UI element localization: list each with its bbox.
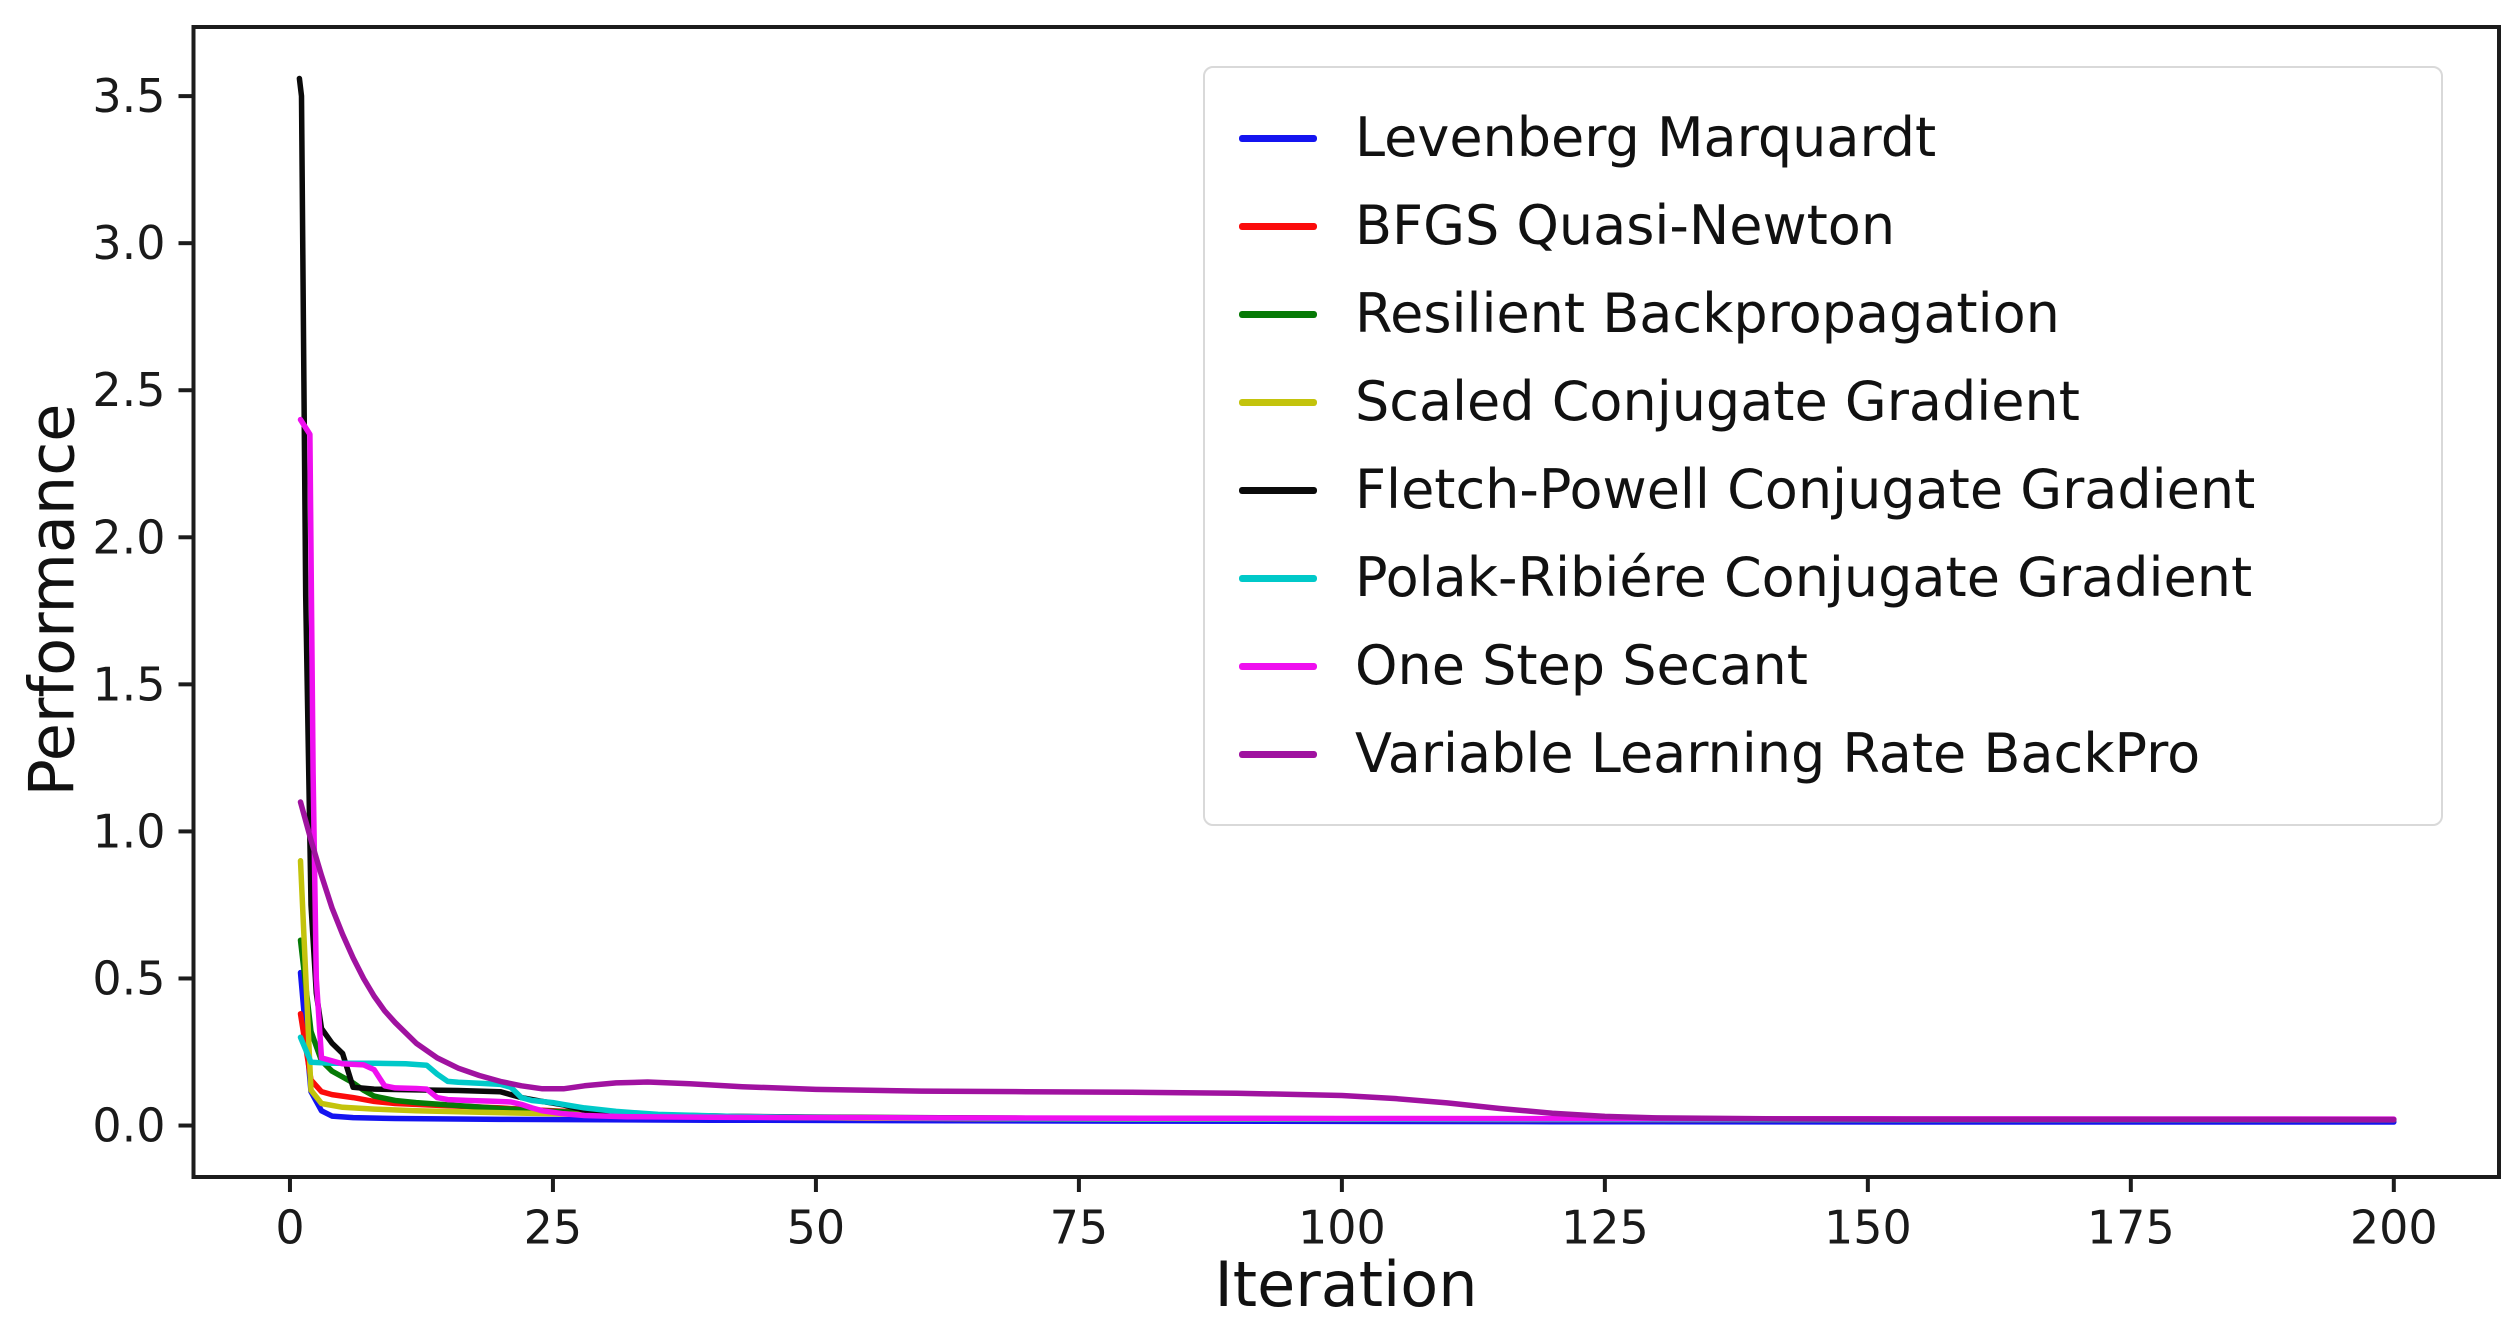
x-tick-label: 25 <box>524 1200 583 1254</box>
legend-item-fletch-powell-conjugate-gradient: Fletch-Powell Conjugate Gradient <box>1239 446 2429 534</box>
legend-label: One Step Secant <box>1355 634 1808 697</box>
axes: 0 25 50 75 100 125 150 175 200 0.0 0.5 1.0 1.5 2.0 2.5… <box>92 25 2501 1254</box>
x-tick-label: 50 <box>787 1200 846 1254</box>
x-tick-label: 100 <box>1298 1200 1386 1254</box>
y-tick-label: 2.5 <box>92 363 165 417</box>
legend-label: Levenberg Marquardt <box>1355 106 1937 169</box>
series-line-polak-ribi-re-conjugate-gradient <box>297 1034 2397 1123</box>
legend-item-bfgs-quasi-newton: BFGS Quasi-Newton <box>1239 182 2429 270</box>
y-tick-label: 3.5 <box>92 69 165 123</box>
y-tick-label: 1.5 <box>92 657 165 711</box>
plot-border <box>191 25 2501 1179</box>
series-line-bfgs-quasi-newton <box>297 1011 2397 1123</box>
legend-item-variable-learning-rate-backpro: Variable Learning Rate BackPro <box>1239 710 2429 798</box>
legend-label: Resilient Backpropagation <box>1355 282 2060 345</box>
legend-swatch-levenberg-marquardt <box>1239 134 1317 142</box>
legend-item-scaled-conjugate-gradient: Scaled Conjugate Gradient <box>1239 358 2429 446</box>
series-line-one-step-secant <box>297 416 2397 1122</box>
legend-label: BFGS Quasi-Newton <box>1355 194 1896 257</box>
legend-label: Fletch-Powell Conjugate Gradient <box>1355 458 2256 521</box>
legend-swatch-polak-ribi-re-conjugate-gradient <box>1239 574 1317 582</box>
series-line-levenberg-marquardt <box>297 969 2397 1125</box>
legend-swatch-resilient-backpropagation <box>1239 310 1317 318</box>
x-tick-label: 200 <box>2350 1200 2438 1254</box>
y-tick-label: 2.0 <box>92 510 165 564</box>
y-axis-label: Performance <box>15 403 89 797</box>
legend-swatch-one-step-secant <box>1239 662 1317 670</box>
legend-item-levenberg-marquardt: Levenberg Marquardt <box>1239 94 2429 182</box>
x-tick-label: 125 <box>1561 1200 1649 1254</box>
legend: Levenberg Marquardt BFGS Quasi-Newton Resi… <box>1203 66 2443 826</box>
y-tick-label: 3.0 <box>92 216 165 270</box>
series-lines <box>296 75 2397 1125</box>
x-tick-label: 0 <box>275 1200 304 1254</box>
series-line-variable-learning-rate-backpro <box>297 799 2397 1123</box>
x-tick-label: 75 <box>1050 1200 1109 1254</box>
series-line-resilient-backpropagation <box>297 937 2397 1123</box>
legend-label: Scaled Conjugate Gradient <box>1355 370 2080 433</box>
x-tick-label: 150 <box>1824 1200 1912 1254</box>
x-tick-label: 175 <box>2087 1200 2175 1254</box>
legend-label: Polak-Ribiére Conjugate Gradient <box>1355 546 2253 609</box>
legend-swatch-bfgs-quasi-newton <box>1239 222 1317 230</box>
legend-swatch-scaled-conjugate-gradient <box>1239 398 1317 406</box>
legend-item-resilient-backpropagation: Resilient Backpropagation <box>1239 270 2429 358</box>
legend-swatch-variable-learning-rate-backpro <box>1239 750 1317 758</box>
legend-label: Variable Learning Rate BackPro <box>1355 722 2201 785</box>
legend-swatch-fletch-powell-conjugate-gradient <box>1239 486 1317 494</box>
y-tick-label: 0.0 <box>92 1099 165 1153</box>
x-axis-label: Iteration <box>1214 1248 1478 1321</box>
legend-item-one-step-secant: One Step Secant <box>1239 622 2429 710</box>
y-tick-label: 0.5 <box>92 951 165 1005</box>
y-tick-label: 1.0 <box>92 804 165 858</box>
legend-item-polak-ribi-re-conjugate-gradient: Polak-Ribiére Conjugate Gradient <box>1239 534 2429 622</box>
